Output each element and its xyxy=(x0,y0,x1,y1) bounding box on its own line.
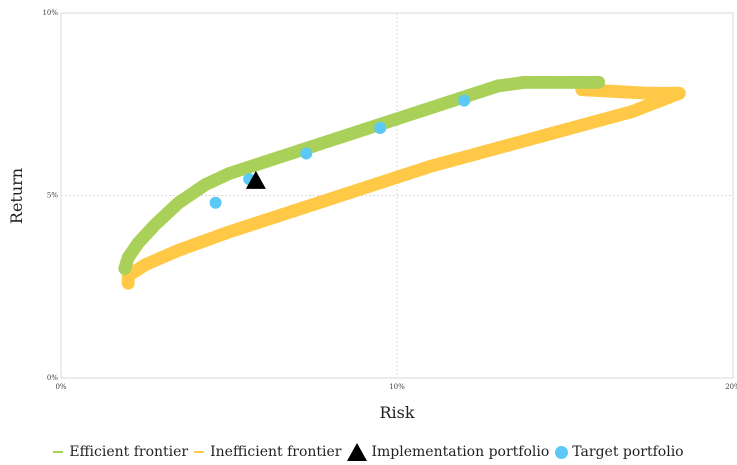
legend-item-implementation[interactable]: Implementation portfolio xyxy=(347,443,549,461)
legend-label-implementation: Implementation portfolio xyxy=(371,444,550,460)
x-tick-label: 0% xyxy=(55,383,66,391)
legend-item-target[interactable]: Target portfolio xyxy=(555,444,684,460)
series-efficient-frontier xyxy=(118,75,606,275)
curve-point xyxy=(592,75,606,89)
series-layer xyxy=(118,75,686,290)
gridlines xyxy=(61,13,733,378)
target-portfolio-point[interactable] xyxy=(300,147,313,160)
y-axis-title: Return xyxy=(7,168,26,224)
series-implementation-portfolio xyxy=(245,170,266,189)
series-target-portfolio xyxy=(209,94,471,209)
legend-item-efficient[interactable]: Efficient frontier xyxy=(53,444,188,460)
legend-label-target: Target portfolio xyxy=(572,444,684,460)
legend: Efficient frontier Inefficient frontier … xyxy=(0,440,737,464)
y-tick-label: 0% xyxy=(47,374,58,382)
y-tick-label: 5% xyxy=(47,192,58,200)
legend-item-inefficient[interactable]: Inefficient frontier xyxy=(194,444,341,460)
tick-labels: 0% 10% 20% 0% 5% 10% xyxy=(42,9,737,391)
target-portfolio-point[interactable] xyxy=(458,94,471,107)
x-tick-label: 10% xyxy=(389,383,405,391)
target-portfolio-point[interactable] xyxy=(209,196,222,209)
series-inefficient-frontier xyxy=(121,83,686,290)
chart: 0% 10% 20% 0% 5% 10% Risk Return xyxy=(7,9,737,422)
circle-icon xyxy=(555,445,569,459)
y-tick-label: 10% xyxy=(42,9,58,17)
curve-point xyxy=(121,276,135,290)
x-tick-label: 20% xyxy=(725,383,737,391)
x-axis-title: Risk xyxy=(379,403,414,422)
target-portfolio-point[interactable] xyxy=(374,121,387,134)
legend-label-efficient: Efficient frontier xyxy=(69,444,189,460)
triangle-icon xyxy=(347,443,368,461)
legend-line-efficient-icon xyxy=(53,451,64,453)
legend-line-inefficient-icon xyxy=(194,451,205,453)
implementation-portfolio-point[interactable] xyxy=(245,170,266,189)
legend-label-inefficient: Inefficient frontier xyxy=(210,444,342,460)
